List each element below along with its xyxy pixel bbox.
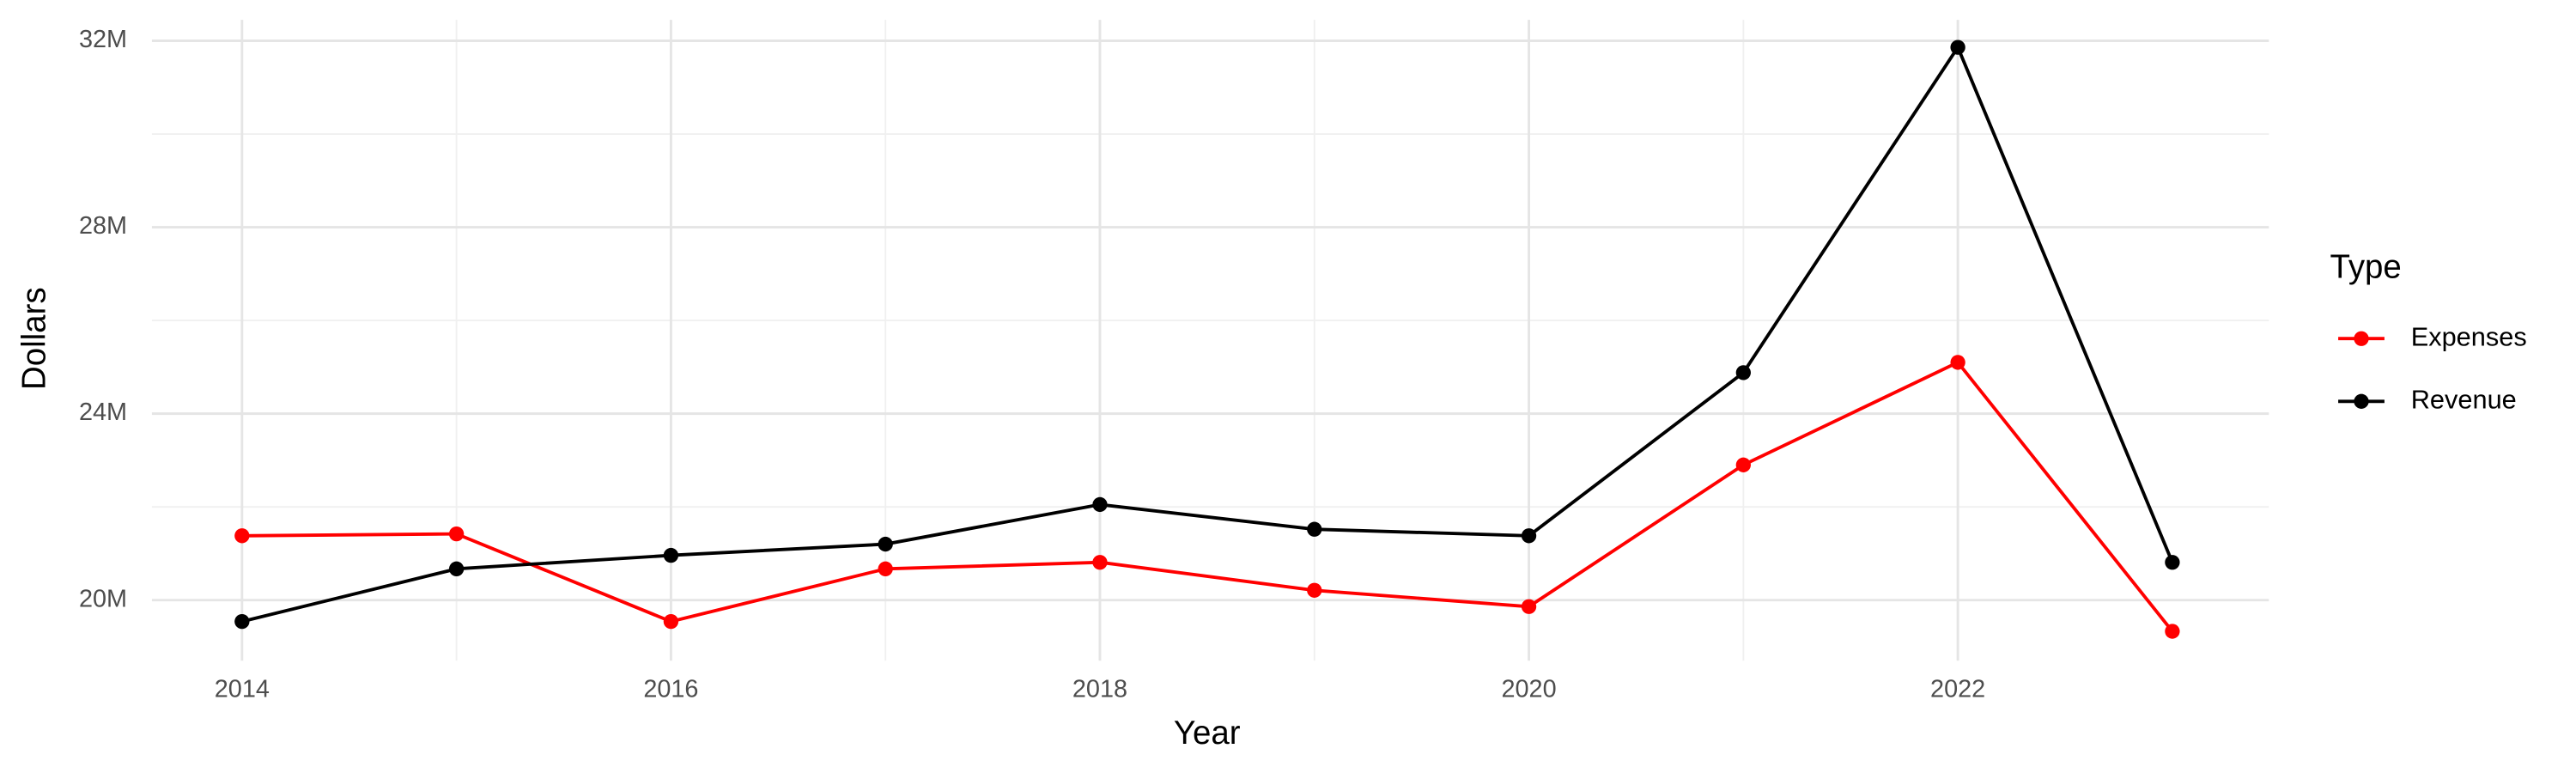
- data-point: [2165, 555, 2180, 570]
- data-point: [878, 536, 893, 552]
- data-point: [1092, 496, 1108, 513]
- legend-key-point: [2354, 331, 2369, 346]
- legend-label: Expenses: [2411, 321, 2527, 351]
- data-point: [1307, 521, 1322, 537]
- data-point: [878, 561, 893, 576]
- y-tick-label: 24M: [79, 399, 127, 426]
- data-point: [1735, 365, 1751, 380]
- data-point: [234, 613, 250, 630]
- legend-label: Revenue: [2411, 384, 2517, 414]
- data-point: [448, 526, 465, 542]
- legend-key-point: [2354, 393, 2369, 409]
- x-tick-label: 2020: [1501, 675, 1556, 703]
- data-point: [1521, 599, 1537, 614]
- x-axis-title: Year: [1174, 715, 1241, 752]
- x-tick-label: 2022: [1930, 675, 1985, 703]
- data-point: [1521, 528, 1537, 544]
- y-tick-label: 32M: [79, 26, 127, 53]
- y-tick-label: 20M: [79, 585, 127, 612]
- series-line: [241, 44, 2174, 624]
- data-point: [663, 613, 679, 630]
- x-tick-label: 2014: [215, 675, 270, 703]
- legend-title: Type: [2330, 249, 2401, 286]
- data-point: [663, 547, 679, 563]
- series-line: [241, 360, 2174, 633]
- y-axis-title: Dollars: [15, 287, 52, 390]
- data-point: [1735, 457, 1751, 472]
- data-point: [448, 561, 465, 576]
- data-point: [1092, 555, 1108, 570]
- x-tick-label: 2016: [643, 675, 698, 703]
- x-tick-label: 2018: [1072, 675, 1127, 703]
- y-tick-label: 28M: [79, 212, 127, 240]
- data-point: [1307, 582, 1322, 598]
- data-point: [234, 528, 250, 544]
- data-point: [1950, 355, 1965, 370]
- data-point: [2165, 624, 2180, 639]
- data-point: [1950, 40, 1965, 55]
